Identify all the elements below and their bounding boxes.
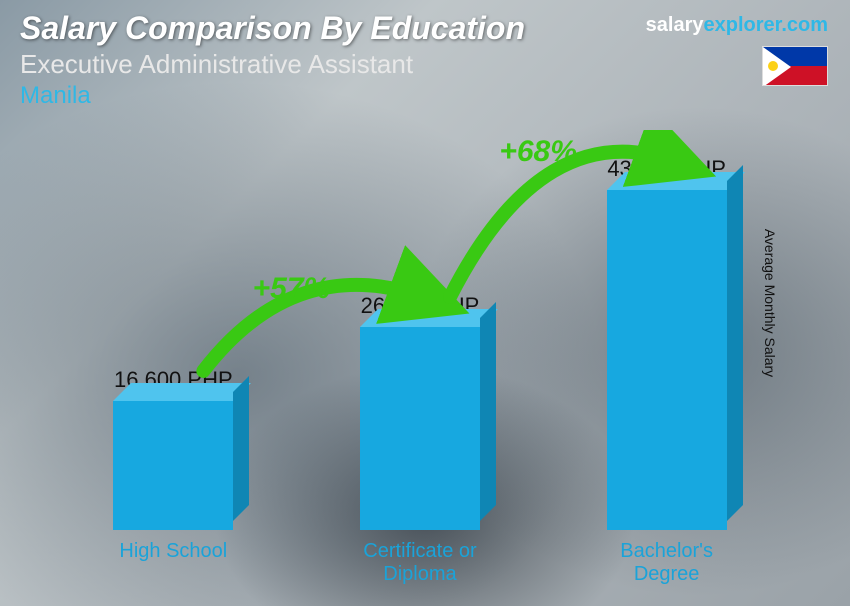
source-part1: salary (646, 14, 704, 36)
bar-0: 16,600 PHP (51, 367, 295, 530)
bar-3d (360, 327, 480, 530)
source-part2: explorer (703, 14, 781, 36)
bar-2: 43,800 PHP (545, 156, 789, 530)
chart-subtitle: Executive Administrative Assistant (20, 49, 830, 80)
source-suffix: .com (781, 14, 828, 36)
bar-3d (607, 190, 727, 530)
chart-location: Manila (20, 82, 830, 110)
flag-icon (762, 46, 828, 86)
bar-3d (113, 401, 233, 530)
pct-increase-label: +57% (253, 272, 331, 306)
pct-increase-label: +68% (499, 135, 577, 169)
category-label: Bachelor'sDegree (545, 540, 789, 586)
bar-chart: 16,600 PHP26,100 PHP43,800 PHP High Scho… (50, 130, 790, 588)
category-label: High School (51, 540, 295, 586)
category-label: Certificate orDiploma (298, 540, 542, 586)
source-credit: salaryexplorer.com (646, 14, 828, 37)
bar-1: 26,100 PHP (298, 293, 542, 530)
